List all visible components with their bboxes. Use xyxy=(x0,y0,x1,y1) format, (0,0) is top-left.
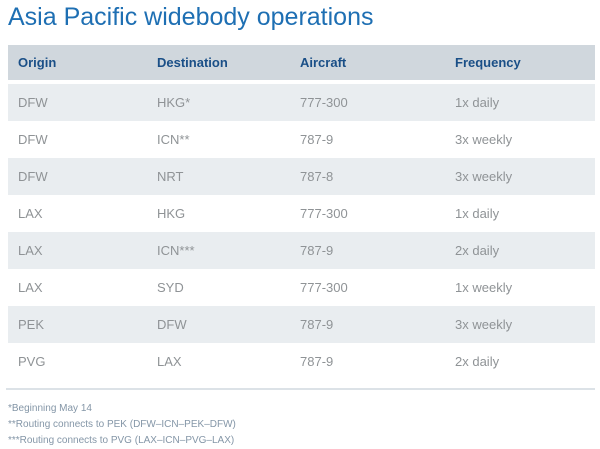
table-row: DFW HKG* 777-300 1x daily xyxy=(8,84,595,121)
table-cell: ICN*** xyxy=(147,232,290,269)
column-header-origin: Origin xyxy=(8,45,147,84)
table-cell: DFW xyxy=(8,121,147,158)
table-cell: 2x daily xyxy=(445,232,595,269)
footnotes: *Beginning May 14 **Routing connects to … xyxy=(8,401,236,449)
divider-line xyxy=(6,388,595,390)
table-row: LAX ICN*** 787-9 2x daily xyxy=(8,232,595,269)
table-cell: SYD xyxy=(147,269,290,306)
table-cell: 2x daily xyxy=(445,343,595,380)
column-header-destination: Destination xyxy=(147,45,290,84)
table-row: DFW ICN** 787-9 3x weekly xyxy=(8,121,595,158)
table-cell: PVG xyxy=(8,343,147,380)
table-row: LAX SYD 777-300 1x weekly xyxy=(8,269,595,306)
table-cell: LAX xyxy=(8,232,147,269)
table-cell: NRT xyxy=(147,158,290,195)
table-cell: DFW xyxy=(8,84,147,121)
footnote-routing-pvg: ***Routing connects to PVG (LAX–ICN–PVG–… xyxy=(8,435,235,446)
table-cell: LAX xyxy=(147,343,290,380)
page-title: Asia Pacific widebody operations xyxy=(8,3,374,31)
table-row: DFW NRT 787-8 3x weekly xyxy=(8,158,595,195)
footnote-routing-pek: **Routing connects to PEK (DFW–ICN–PEK–D… xyxy=(8,419,236,430)
table-body: DFW HKG* 777-300 1x daily DFW ICN** 787-9 3x we… xyxy=(8,84,595,380)
table-header-row: Origin Destination Aircraft Frequency xyxy=(8,45,595,84)
table-cell: 777-300 xyxy=(290,195,445,232)
table-cell: 787-9 xyxy=(290,343,445,380)
table-cell: 787-8 xyxy=(290,158,445,195)
table-cell: 777-300 xyxy=(290,84,445,121)
table-row: PEK DFW 787-9 3x weekly xyxy=(8,306,595,343)
footnote-beginning: *Beginning May 14 xyxy=(8,403,92,414)
table-cell: 777-300 xyxy=(290,269,445,306)
table-cell: 3x weekly xyxy=(445,306,595,343)
table-cell: 787-9 xyxy=(290,232,445,269)
table-row: PVG LAX 787-9 2x daily xyxy=(8,343,595,380)
table-cell: 1x weekly xyxy=(445,269,595,306)
table-cell: LAX xyxy=(8,195,147,232)
table-cell: 787-9 xyxy=(290,306,445,343)
column-header-frequency: Frequency xyxy=(445,45,595,84)
table-cell: 1x daily xyxy=(445,84,595,121)
table-cell: 1x daily xyxy=(445,195,595,232)
table-cell: HKG xyxy=(147,195,290,232)
table-cell: DFW xyxy=(147,306,290,343)
table-cell: PEK xyxy=(8,306,147,343)
table-cell: 3x weekly xyxy=(445,158,595,195)
table-row: LAX HKG 777-300 1x daily xyxy=(8,195,595,232)
table-cell: LAX xyxy=(8,269,147,306)
table-cell: 787-9 xyxy=(290,121,445,158)
operations-table: Origin Destination Aircraft Frequency DF… xyxy=(8,45,595,380)
column-header-aircraft: Aircraft xyxy=(290,45,445,84)
table-cell: DFW xyxy=(8,158,147,195)
table-cell: 3x weekly xyxy=(445,121,595,158)
table-cell: ICN** xyxy=(147,121,290,158)
table-cell: HKG* xyxy=(147,84,290,121)
